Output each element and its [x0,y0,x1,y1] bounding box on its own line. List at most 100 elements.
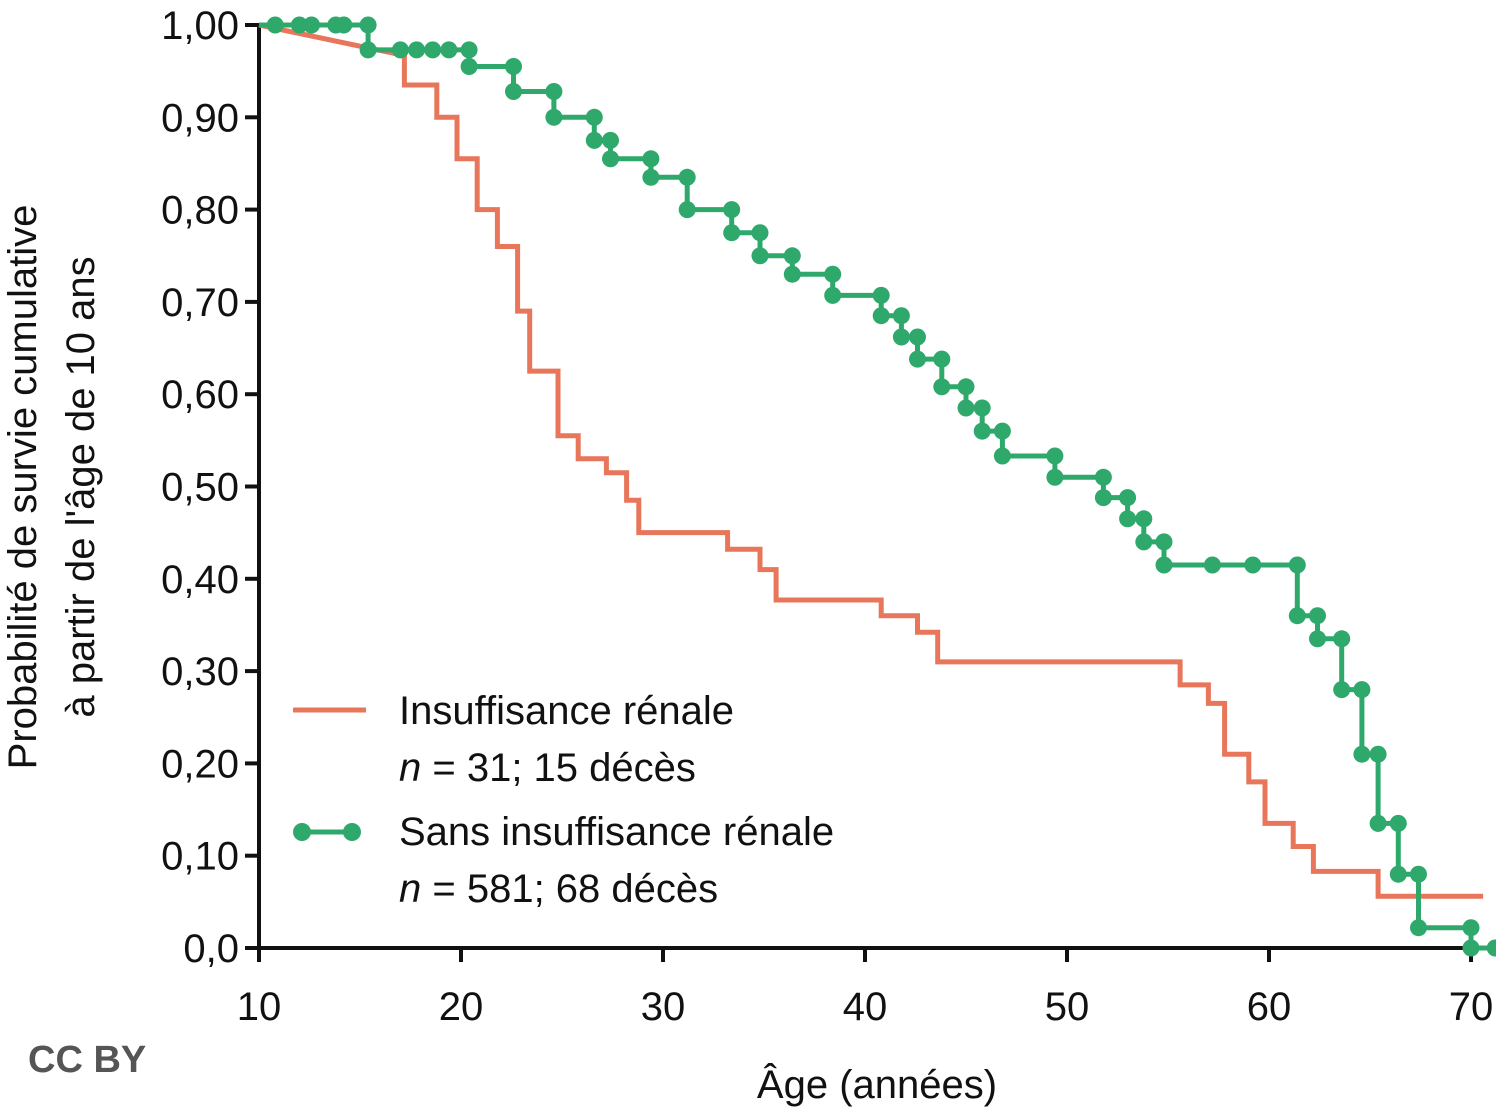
censor-marker-no_renal [585,131,603,149]
censor-marker-no_renal [440,41,458,59]
censor-marker-no_renal [751,247,769,265]
censor-marker-no_renal [585,108,603,126]
censor-marker-no_renal [1244,556,1262,574]
censor-marker-no_renal [1333,681,1351,699]
censor-marker-no_renal [993,422,1011,440]
censor-marker-no_renal [424,41,442,59]
censor-marker-no_renal [1119,489,1137,507]
censor-marker-no_renal [1094,468,1112,486]
y-tick-label: 0,70 [161,281,239,325]
censor-marker-no_renal [1486,939,1496,957]
censor-marker-no_renal [933,378,951,396]
censor-marker-no_renal [872,307,890,325]
legend-marker-no-renal-left [293,823,311,841]
censor-marker-no_renal [1135,510,1153,528]
x-tick-label: 70 [1449,985,1494,1029]
censor-marker-no_renal [1094,489,1112,507]
censor-marker-no_renal [1155,556,1173,574]
censor-marker-no_renal [505,58,522,75]
y-tick-label: 0,90 [161,96,239,140]
censor-marker-no_renal [723,201,741,219]
censor-marker-no_renal [359,16,377,34]
censor-marker-no_renal [1353,681,1371,699]
censor-marker-no_renal [973,422,991,440]
x-tick-label: 30 [641,985,686,1029]
censor-marker-no_renal [783,265,801,283]
censor-marker-no_renal [723,224,741,242]
y-tick-label: 0,30 [161,650,239,694]
y-axis-title-line2: à partir de l'âge de 10 ans [59,256,103,717]
censor-marker-no_renal [678,201,696,219]
censor-marker-no_renal [1288,607,1306,625]
censor-marker-no_renal [1309,607,1326,625]
censor-marker-no_renal [505,83,522,100]
censor-marker-no_renal [359,41,377,59]
censor-marker-no_renal [1353,745,1371,763]
censor-marker-no_renal [909,350,926,368]
censor-marker-no_renal [545,83,563,100]
censor-marker-no_renal [408,41,426,59]
censor-marker-no_renal [602,150,619,168]
y-tick-label: 0,80 [161,189,239,233]
censor-marker-no_renal [1046,468,1064,486]
censor-marker-no_renal [973,399,991,417]
censor-marker-no_renal [1333,630,1351,648]
censor-marker-no_renal [678,168,696,186]
y-tick-label: 0,20 [161,742,239,786]
censor-marker-no_renal [1203,556,1221,574]
x-tick-label: 20 [439,985,484,1029]
censor-marker-no_renal [933,350,951,368]
censor-marker-no_renal [460,58,478,75]
y-tick-label: 0,10 [161,835,239,879]
censor-marker-no_renal [892,328,910,346]
y-tick-label: 0,60 [161,373,239,417]
x-tick-label: 60 [1247,985,1292,1029]
censor-marker-no_renal [993,447,1011,465]
censor-marker-no_renal [303,16,320,34]
censor-marker-no_renal [1046,447,1064,465]
censor-marker-no_renal [1369,814,1387,832]
censor-marker-no_renal [642,150,660,168]
series-layer [258,16,1496,957]
censor-marker-no_renal [783,247,801,265]
censor-marker-no_renal [335,16,353,34]
legend-count-renal: n = 31; 15 décès [399,746,696,790]
legend-count-no-renal-text: = 581; 68 décès [421,867,718,911]
censor-marker-no_renal [1369,745,1387,763]
license-watermark: CC BY [28,1039,146,1081]
y-axis-title-line1: Probabilité de survie cumulative [1,205,45,770]
tick-layer: 0,0 0,10 0,20 0,30 0,40 0,50 0,60 0,70 0,80 0,90 1… [161,4,1493,1029]
y-tick-label: 1,00 [161,4,239,48]
censor-marker-no_renal [290,16,308,34]
censor-marker-no_renal [909,328,926,346]
legend-count-no-renal-n: n [399,867,421,911]
censor-marker-no_renal [642,168,660,186]
x-tick-label: 40 [843,985,888,1029]
censor-marker-no_renal [824,286,842,304]
censor-marker-no_renal [1155,533,1173,551]
censor-marker-no_renal [957,399,975,417]
censor-marker-no_renal [751,224,769,242]
legend-marker-no-renal-right [343,823,361,841]
censor-marker-no_renal [391,41,409,59]
censor-marker-no_renal [892,307,910,325]
censor-marker-no_renal [1410,919,1427,937]
x-axis-title: Âge (années) [757,1062,997,1107]
legend-label-renal: Insuffisance rénale [399,689,734,733]
censor-marker-no_renal [602,131,619,149]
censor-marker-no_renal [824,265,842,283]
censor-marker-no_renal [460,41,478,59]
x-tick-label: 50 [1045,985,1090,1029]
x-tick-label: 10 [237,985,282,1029]
censor-marker-no_renal [872,286,890,304]
censor-marker-no_renal [1288,556,1306,574]
censor-marker-no_renal [1462,939,1480,957]
censor-marker-no_renal [1309,630,1326,648]
censor-marker-no_renal [1462,919,1480,937]
censor-marker-no_renal [1410,865,1427,883]
censor-marker-no_renal [545,108,563,126]
censor-marker-no_renal [957,378,975,396]
legend: Insuffisance rénale n = 31; 15 décès San… [293,689,834,911]
legend-label-no-renal: Sans insuffisance rénale [399,810,834,854]
